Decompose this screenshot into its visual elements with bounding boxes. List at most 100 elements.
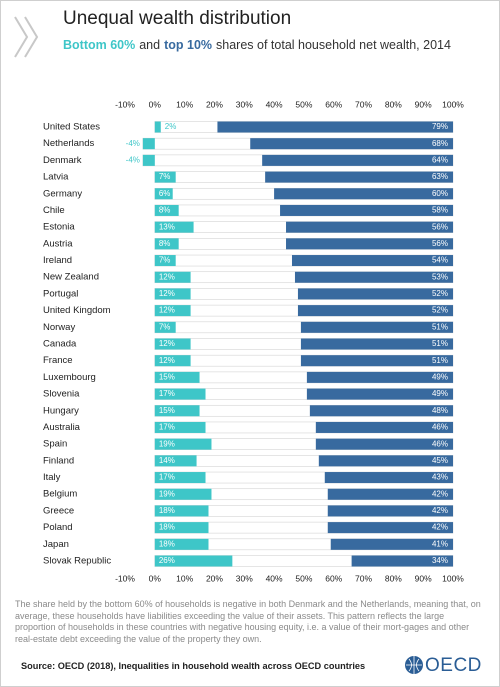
value-label: 19% (159, 439, 175, 448)
value-label: 56% (432, 222, 448, 231)
value-label: 51% (432, 339, 448, 348)
bar (154, 355, 191, 367)
y-tick-label: Finland (43, 455, 74, 466)
value-label: 43% (432, 473, 448, 482)
value-label: 79% (432, 122, 448, 131)
chart-title: Unequal wealth distribution (63, 8, 292, 29)
y-tick-label: Japan (43, 539, 69, 550)
value-label: 48% (432, 406, 448, 415)
bar (300, 338, 453, 350)
bar (318, 455, 453, 467)
bar (154, 371, 200, 383)
bar (315, 438, 453, 450)
x-tick-label: 10% (176, 99, 193, 109)
x-tick-label: 60% (325, 573, 342, 583)
value-label: 12% (159, 356, 175, 365)
x-tick-label: 30% (236, 573, 253, 583)
bar (154, 538, 209, 550)
y-tick-label: Australia (43, 422, 81, 433)
bar (327, 488, 453, 500)
value-label: 13% (159, 222, 175, 231)
value-label: 64% (432, 155, 448, 164)
value-label: 26% (159, 556, 175, 565)
bar (154, 555, 233, 567)
source: Source: OECD (2018), Inequalities in hou… (21, 661, 366, 671)
y-tick-label: Norway (43, 322, 75, 333)
value-label: 12% (159, 306, 175, 315)
bar (286, 238, 453, 250)
y-tick-label: Austria (43, 238, 73, 249)
bar (154, 488, 212, 500)
x-tick-label: 100% (442, 573, 464, 583)
y-tick-label: Latvia (43, 172, 69, 183)
value-label: -4% (126, 155, 140, 164)
value-label: 14% (159, 456, 175, 465)
value-label: 7% (159, 322, 171, 331)
bar (217, 121, 453, 133)
x-tick-label: 50% (295, 573, 312, 583)
value-label: 52% (432, 306, 448, 315)
value-label: 34% (432, 556, 448, 565)
bar (142, 138, 155, 150)
value-label: 17% (159, 389, 175, 398)
bar (154, 238, 179, 250)
note: The share held by the bottom 60% of hous… (15, 599, 481, 644)
value-label: 49% (432, 389, 448, 398)
y-tick-label: Poland (43, 522, 73, 533)
y-tick-label: Greece (43, 505, 74, 516)
bar (280, 204, 453, 216)
y-tick-label: Denmark (43, 155, 82, 166)
value-label: 45% (432, 456, 448, 465)
y-tick-label: Portugal (43, 288, 78, 299)
value-label: 68% (432, 139, 448, 148)
bar (306, 388, 453, 400)
y-tick-label: Germany (43, 188, 82, 199)
bar (154, 455, 197, 467)
x-tick-label: 10% (176, 573, 193, 583)
value-label: 63% (432, 172, 448, 181)
value-label: 58% (432, 206, 448, 215)
bar (315, 421, 453, 433)
x-tick-label: 90% (415, 99, 432, 109)
x-tick-label: -10% (115, 99, 135, 109)
bar (265, 171, 453, 183)
bar (250, 138, 453, 150)
bar (291, 255, 453, 267)
bar (154, 171, 176, 183)
bar (154, 188, 173, 200)
bar (154, 321, 176, 333)
x-tick-label: -10% (115, 573, 135, 583)
x-tick-label: 40% (266, 573, 283, 583)
y-tick-label: United States (43, 122, 100, 133)
bar (154, 505, 209, 517)
bar (154, 204, 179, 216)
x-tick-label: 50% (295, 99, 312, 109)
value-label: 54% (432, 256, 448, 265)
subtitle-text: shares of total household net wealth, 20… (216, 38, 451, 52)
bar (154, 472, 206, 484)
x-tick-label: 80% (385, 99, 402, 109)
bar (294, 271, 453, 283)
value-label: 12% (159, 339, 175, 348)
value-label: 12% (159, 289, 175, 298)
y-tick-label: Estonia (43, 222, 75, 233)
bar (300, 321, 453, 333)
bar (154, 405, 200, 417)
bar (154, 388, 206, 400)
y-tick-label: Netherlands (43, 138, 94, 149)
value-label: 6% (159, 189, 171, 198)
y-tick-label: Italy (43, 472, 61, 483)
y-tick-label: Slovak Republic (43, 556, 111, 567)
x-tick-label: 40% (266, 99, 283, 109)
value-label: 42% (432, 523, 448, 532)
value-label: 52% (432, 289, 448, 298)
y-tick-label: Belgium (43, 489, 77, 500)
value-label: 8% (159, 206, 171, 215)
value-label: 17% (159, 473, 175, 482)
value-label: 46% (432, 423, 448, 432)
bar (154, 255, 176, 267)
bar (274, 188, 453, 200)
x-tick-label: 60% (325, 99, 342, 109)
y-tick-label: Spain (43, 439, 67, 450)
